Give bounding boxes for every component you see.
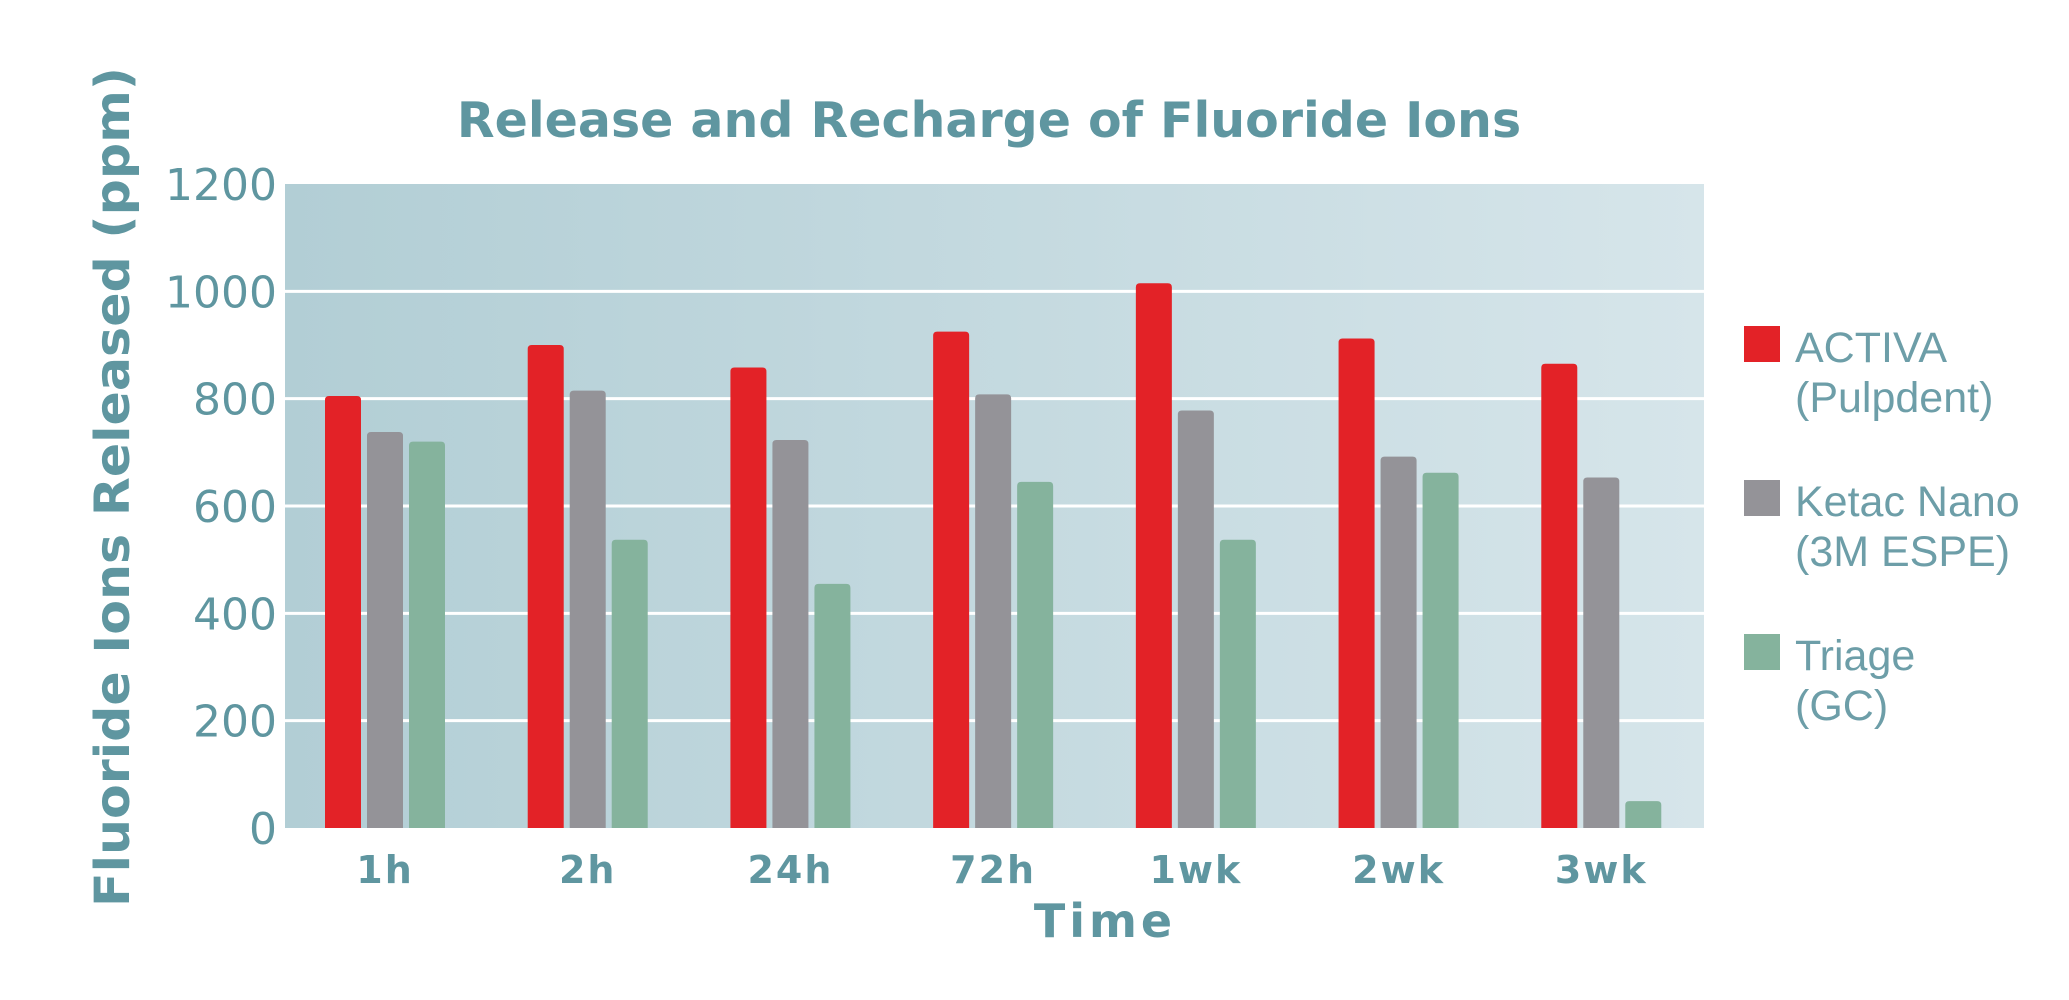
x-tick-label: 2h bbox=[559, 848, 617, 892]
bar bbox=[1338, 338, 1375, 828]
y-tick-label: 200 bbox=[193, 697, 277, 748]
legend-label: (GC) bbox=[1795, 682, 1888, 730]
x-tick-labels: 1h 2h 24h 72h 1wk 2wk 3wk bbox=[356, 848, 1648, 892]
bar bbox=[569, 390, 606, 828]
bar bbox=[1380, 456, 1417, 828]
x-tick-label: 72h bbox=[950, 848, 1036, 892]
bar bbox=[730, 367, 767, 828]
bar bbox=[975, 394, 1012, 828]
chart-title: Release and Recharge of Fluoride Ions bbox=[457, 92, 1521, 149]
bar bbox=[367, 431, 403, 828]
y-tick-label: 0 bbox=[249, 804, 277, 855]
legend-swatch bbox=[1744, 480, 1780, 516]
y-tick-label: 400 bbox=[193, 589, 277, 640]
bar bbox=[325, 395, 361, 828]
x-tick-label: 1wk bbox=[1149, 848, 1242, 892]
bar bbox=[527, 345, 564, 828]
legend-label: Triage bbox=[1795, 632, 1915, 680]
bar bbox=[1017, 481, 1054, 828]
x-axis-label: Time bbox=[1034, 894, 1176, 948]
bar bbox=[1583, 477, 1620, 828]
y-tick-label: 1000 bbox=[165, 267, 277, 318]
y-tick-label: 800 bbox=[193, 375, 277, 426]
bar bbox=[1422, 472, 1459, 828]
bar bbox=[814, 583, 851, 828]
bar bbox=[1177, 410, 1214, 828]
legend-label: (Pulpdent) bbox=[1795, 374, 1993, 422]
y-tick-label: 600 bbox=[193, 482, 277, 533]
legend: ACTIVA(Pulpdent) Ketac Nano(3M ESPE) Triag… bbox=[1744, 324, 2020, 730]
bars bbox=[325, 283, 1662, 828]
legend-swatch bbox=[1744, 634, 1780, 670]
bar bbox=[772, 439, 809, 828]
legend-label: ACTIVA bbox=[1795, 324, 1947, 372]
bar bbox=[1219, 539, 1256, 828]
legend-label: (3M ESPE) bbox=[1795, 528, 2010, 576]
bar bbox=[611, 539, 648, 828]
legend-swatch bbox=[1744, 326, 1780, 362]
bar bbox=[409, 441, 445, 828]
x-tick-label: 1h bbox=[356, 848, 414, 892]
legend-label: Ketac Nano bbox=[1795, 478, 2020, 526]
x-tick-label: 3wk bbox=[1555, 848, 1648, 892]
bar bbox=[1541, 363, 1578, 828]
x-tick-label: 24h bbox=[747, 848, 833, 892]
y-tick-labels: 0 200 400 600 800 1000 1200 bbox=[165, 160, 277, 855]
y-tick-label: 1200 bbox=[165, 160, 277, 211]
x-tick-label: 2wk bbox=[1352, 848, 1445, 892]
bar bbox=[1135, 283, 1172, 828]
bar bbox=[933, 331, 970, 828]
bar bbox=[1625, 801, 1662, 828]
y-axis-label: Fluoride Ions Released (ppm) bbox=[85, 67, 141, 907]
